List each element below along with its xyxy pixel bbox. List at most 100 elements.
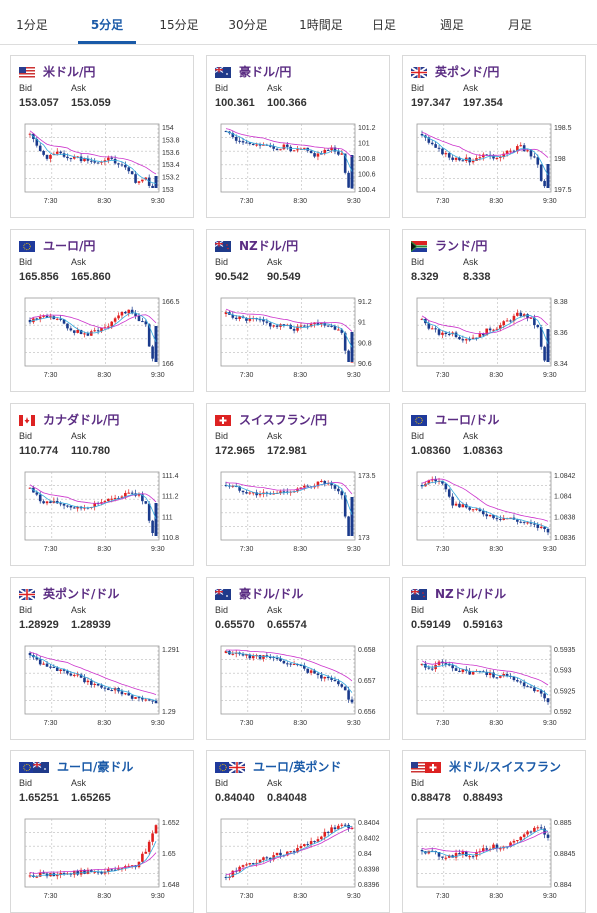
tab-2[interactable]: 5分足 [78, 0, 136, 44]
plot-frame [220, 645, 356, 715]
candle-body [124, 693, 127, 695]
currency-card[interactable]: ランド/円 Bid 8.329 Ask 8.338 8.38 8.36 8.34 7:30 8:3… [402, 229, 586, 392]
candle-body [79, 674, 83, 678]
candle-body [326, 483, 330, 485]
tab-3[interactable]: 15分足 [159, 18, 199, 32]
currency-pair-title[interactable]: スイスフラン/円 [215, 411, 327, 427]
currency-pair-title[interactable]: ユーロ/英ポンド [215, 758, 341, 774]
candle-body [323, 831, 327, 837]
y-tick-label: 111.2 [162, 494, 179, 501]
au-flag-icon [214, 66, 231, 81]
y-tick-label: 1.29 [162, 709, 176, 716]
currency-pair-title[interactable]: ユーロ/円 [19, 237, 95, 253]
bid-value: 0.59149 [411, 619, 451, 631]
candle-body [69, 158, 73, 160]
candle-body [258, 859, 262, 863]
candle-body [248, 142, 252, 144]
candle-body [543, 693, 546, 699]
currency-card[interactable]: ユーロ/豪ドル Bid 1.65251 Ask 1.65265 1.652 1.65 1.64… [10, 750, 194, 913]
candle-body [485, 848, 489, 850]
candle-body [66, 505, 69, 507]
ask-label: Ask [267, 431, 283, 441]
bid-value: 153.057 [19, 97, 59, 109]
ask-label: Ask [463, 778, 479, 788]
currency-card[interactable]: 英ポンド/ドル Bid 1.28929 Ask 1.28939 1.291 1.29 7:30… [10, 577, 194, 740]
currency-pair-title[interactable]: ユーロ/豪ドル [19, 758, 133, 774]
currency-card[interactable]: NZドル/円 Bid 90.542 Ask 90.549 91.2 91 90.8 90.6 7:… [206, 229, 390, 392]
currency-pair-title[interactable]: 豪ドル/円 [214, 63, 291, 81]
candle-body [154, 176, 158, 188]
candle-body [492, 844, 495, 849]
currency-card[interactable]: ユーロ/ドル Bid 1.08360 Ask 1.08363 1.0842 1.084 1.0… [402, 403, 586, 566]
currency-pair-title[interactable]: ユーロ/ドル [411, 411, 499, 427]
candle-body [529, 522, 533, 524]
y-tick-label: 91 [358, 320, 366, 327]
bid-label: Bid [411, 257, 425, 267]
candle-body [272, 493, 275, 495]
currency-pair-title[interactable]: カナダドル/円 [19, 411, 119, 427]
y-tick-label: 1.65 [162, 851, 176, 858]
currency-pair-title[interactable]: NZドル/ドル [410, 585, 506, 601]
candle-body [120, 496, 124, 499]
candle-body [76, 506, 79, 509]
candle-body [299, 325, 303, 327]
candle-body [447, 153, 451, 158]
tab-8[interactable]: 月足 [507, 18, 532, 32]
currency-pair-title[interactable]: 英ポンド/円 [410, 63, 499, 79]
candle-body [492, 514, 495, 519]
currency-pair-title[interactable]: 米ドル/スイスフラン [411, 758, 561, 774]
candle-body [303, 325, 306, 327]
plot-frame [416, 297, 552, 367]
candle-body [347, 690, 350, 700]
candle-body [42, 872, 45, 874]
tab-6[interactable]: 日足 [371, 18, 396, 32]
candle-body [285, 851, 289, 856]
candle-body [296, 149, 299, 151]
currency-card[interactable]: 米ドル/スイスフラン Bid 0.88478 Ask 0.88493 0.885 0.884… [402, 750, 586, 913]
candle-body [262, 655, 265, 659]
candle-body [420, 318, 424, 320]
candle-body [330, 483, 333, 486]
candle-body [420, 134, 424, 136]
currency-pair-title[interactable]: 豪ドル/ドル [214, 585, 303, 601]
candle-body [42, 663, 45, 665]
tab-5[interactable]: 1時間足 [299, 18, 343, 32]
candle-body [55, 318, 59, 320]
candle-body [89, 331, 93, 336]
currency-card[interactable]: ユーロ/英ポンド Bid 0.84040 Ask 0.84048 0.8404 0.8402… [206, 750, 390, 913]
tab-4[interactable]: 30分足 [228, 18, 268, 32]
currency-pair-name: 英ポンド/ドル [43, 587, 120, 601]
candle-body [275, 852, 279, 856]
currency-pair-title[interactable]: 英ポンド/ドル [18, 585, 120, 601]
candle-body [536, 157, 540, 165]
currency-card[interactable]: 英ポンド/円 Bid 197.347 Ask 197.354 198.5 198 197.5 7… [402, 55, 586, 218]
price-chart: 0.885 0.8845 0.884 7:30 8:30 9:30 [416, 818, 576, 900]
tab-1[interactable]: 1分足 [16, 18, 48, 32]
currency-card[interactable]: カナダドル/円 Bid 110.774 Ask 110.780 111.4 111.2 111… [10, 403, 194, 566]
x-tick-label: 8:30 [489, 546, 503, 553]
x-tick-label: 9:30 [151, 198, 165, 205]
candle-body [62, 669, 66, 671]
currency-card[interactable]: 米ドル/円 Bid 153.057 Ask 153.059 154 153.8 153.6 15… [10, 55, 194, 218]
currency-card[interactable]: ユーロ/円 Bid 165.856 Ask 165.860 166.5 166 7:30 8:3… [10, 229, 194, 392]
currency-card[interactable]: スイスフラン/円 Bid 172.965 Ask 172.981 173.5 173 7:30… [206, 403, 390, 566]
currency-card[interactable]: 豪ドル/円 Bid 100.361 Ask 100.366 101.2 101 100.8 10… [206, 55, 390, 218]
candle-body [488, 848, 492, 850]
eu-flag-icon [19, 241, 35, 255]
x-tick-label: 8:30 [489, 372, 503, 379]
y-tick-label: 173 [358, 535, 370, 542]
candle-body [536, 325, 540, 328]
currency-pair-title[interactable]: ランド/円 [411, 237, 487, 253]
tab-7[interactable]: 週足 [439, 18, 464, 32]
candle-body [495, 677, 499, 679]
bid-value: 90.542 [215, 271, 249, 283]
currency-card[interactable]: NZドル/ドル Bid 0.59149 Ask 0.59163 0.5935 0.593 0.… [402, 577, 586, 740]
currency-pair-name: スイスフラン/円 [239, 413, 328, 427]
candle-body [144, 177, 148, 180]
currency-pair-title[interactable]: 米ドル/円 [19, 63, 95, 79]
candle-body [347, 516, 350, 536]
currency-card[interactable]: 豪ドル/ドル Bid 0.65570 Ask 0.65574 0.658 0.657 0.65… [206, 577, 390, 740]
candle-body [28, 320, 32, 323]
candle-body [516, 146, 519, 152]
currency-pair-title[interactable]: NZドル/円 [214, 237, 298, 253]
